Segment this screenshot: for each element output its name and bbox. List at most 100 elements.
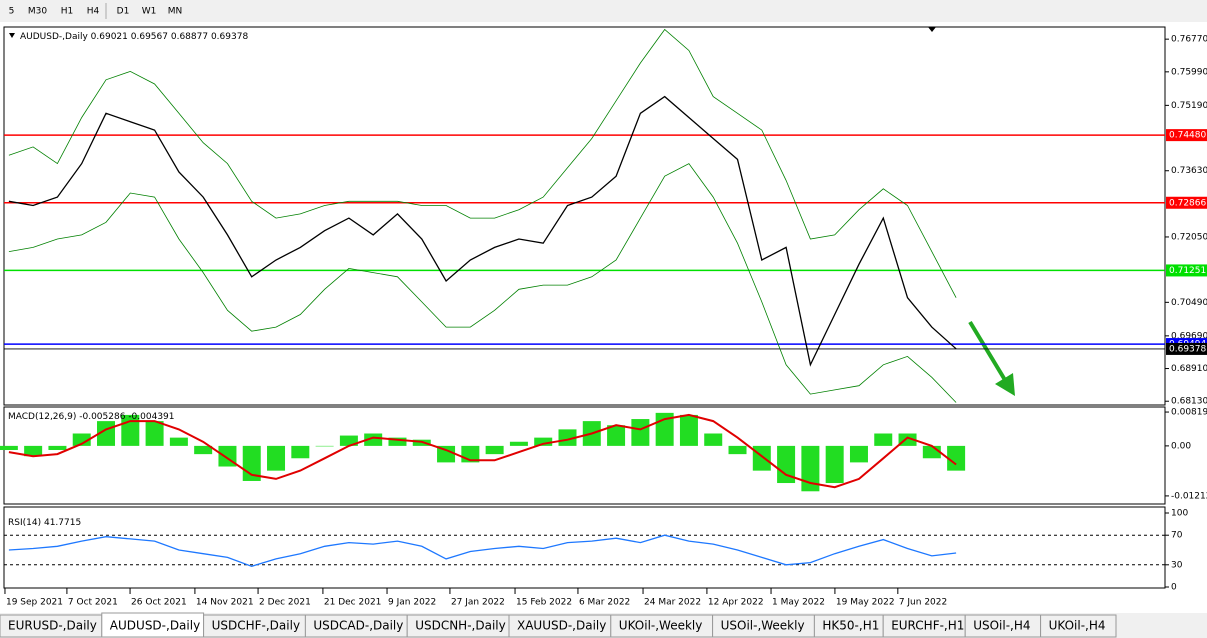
timeframe-button[interactable]: M30 bbox=[28, 7, 47, 17]
x-tick-label: 14 Nov 2021 bbox=[196, 598, 254, 608]
shift-marker bbox=[928, 27, 936, 32]
x-tick-label: 19 Sep 2021 bbox=[6, 598, 63, 608]
x-tick-label: 7 Jun 2022 bbox=[899, 598, 947, 608]
y-tick-label: 0.75190 bbox=[1171, 101, 1207, 111]
y-tick-label: 0.68130 bbox=[1171, 397, 1207, 407]
level-label-box bbox=[1166, 196, 1207, 209]
histogram-bar bbox=[631, 419, 650, 446]
histogram-bar bbox=[24, 445, 43, 457]
histogram-bar bbox=[874, 433, 893, 446]
arrow-head bbox=[995, 373, 1015, 396]
tab-label[interactable]: XAUUSD-,Daily bbox=[517, 619, 606, 633]
level-label: 0.71251 bbox=[1169, 266, 1206, 276]
reading: -0.004391 bbox=[128, 412, 174, 422]
arrow-annotation bbox=[968, 320, 1007, 382]
histogram-bar bbox=[922, 445, 941, 459]
timeframe-button[interactable]: D1 bbox=[117, 7, 130, 17]
timeframe-button[interactable]: W1 bbox=[142, 7, 157, 17]
y-tick-label: 100 bbox=[1171, 509, 1188, 519]
histogram-bar bbox=[315, 445, 334, 447]
x-tick-label: 24 Mar 2022 bbox=[644, 598, 701, 608]
series-line bbox=[8, 413, 957, 489]
indicator-name: AUDUSD-,Daily bbox=[20, 32, 88, 42]
tab[interactable] bbox=[101, 612, 205, 638]
level-label: 0.72866 bbox=[1169, 198, 1206, 208]
last-price-box bbox=[1166, 342, 1207, 355]
histogram-bar bbox=[364, 433, 383, 446]
level-label: 0.74480 bbox=[1169, 131, 1206, 141]
histogram-bar bbox=[679, 414, 698, 446]
histogram-bar bbox=[898, 433, 917, 446]
tab-label[interactable]: HK50-,H1 bbox=[822, 619, 879, 633]
y-tick-label: 0.69690 bbox=[1171, 331, 1207, 341]
timeframe-button[interactable]: H1 bbox=[61, 7, 74, 17]
histogram-bar bbox=[72, 433, 91, 446]
x-tick-label: 9 Jan 2022 bbox=[388, 598, 436, 608]
last-price-label: 0.69378 bbox=[1169, 344, 1206, 354]
panel-header: RSI(14) 41.7715 bbox=[8, 518, 81, 528]
histogram-bar bbox=[752, 445, 771, 471]
tab-label[interactable]: EURUSD-,Daily bbox=[8, 619, 97, 633]
reading: 0.69567 bbox=[131, 32, 168, 42]
timeframe-button[interactable]: MN bbox=[168, 7, 183, 17]
macd-panel bbox=[3, 406, 1166, 505]
x-tick-label: 19 May 2022 bbox=[836, 598, 895, 608]
timeframe-button[interactable]: H4 bbox=[87, 7, 100, 17]
histogram-bar bbox=[388, 437, 407, 446]
histogram-bar bbox=[825, 445, 844, 484]
x-tick-label: 26 Oct 2021 bbox=[131, 598, 187, 608]
histogram-bar bbox=[0, 445, 18, 451]
series-line bbox=[8, 163, 957, 403]
y-tick-label: 0.75990 bbox=[1171, 67, 1207, 77]
y-tick-label: 0 bbox=[1171, 583, 1177, 593]
collapse-icon bbox=[9, 33, 15, 38]
reading: 41.7715 bbox=[44, 518, 81, 528]
histogram-bar bbox=[194, 445, 213, 455]
y-tick-label: 0.70490 bbox=[1171, 298, 1207, 308]
histogram-bar bbox=[947, 445, 966, 471]
timeframe-button[interactable]: 5 bbox=[9, 7, 15, 17]
tab-label[interactable]: EURCHF-,H1 bbox=[891, 619, 964, 633]
x-tick-label: 6 Mar 2022 bbox=[579, 598, 630, 608]
x-tick-label: 7 Oct 2021 bbox=[68, 598, 118, 608]
histogram-bar bbox=[485, 445, 504, 455]
histogram-bar bbox=[801, 445, 820, 492]
tab-label[interactable]: USDCAD-,Daily bbox=[313, 619, 403, 633]
tab-label[interactable]: USOil-,Weekly bbox=[721, 619, 805, 633]
y-tick-label: -0.01212 bbox=[1171, 491, 1207, 501]
reading: 0.69378 bbox=[211, 32, 248, 42]
histogram-bar bbox=[48, 445, 67, 451]
series-line bbox=[8, 28, 957, 298]
x-tick-label: 12 Apr 2022 bbox=[708, 598, 764, 608]
x-tick-label: 27 Jan 2022 bbox=[451, 598, 505, 608]
reading: 0.68877 bbox=[171, 32, 208, 42]
level-label-box bbox=[1166, 129, 1207, 142]
panel-header: AUDUSD-,Daily 0.69021 0.69567 0.68877 0.… bbox=[20, 32, 248, 42]
tab-label[interactable]: USOil-,H4 bbox=[973, 619, 1030, 633]
tab-label[interactable]: USDCHF-,Daily bbox=[212, 619, 300, 633]
level-label-box bbox=[1166, 264, 1207, 277]
indicator-name: MACD(12,26,9) bbox=[8, 412, 76, 422]
tab[interactable] bbox=[1040, 614, 1117, 638]
y-tick-label: 0.00 bbox=[1171, 441, 1191, 451]
tab-label[interactable]: UKOil-,H4 bbox=[1049, 619, 1106, 633]
tab-label[interactable]: AUDUSD-,Daily bbox=[110, 619, 200, 633]
tab-label[interactable]: USDCNH-,Daily bbox=[415, 619, 506, 633]
price-panel bbox=[3, 26, 1166, 406]
reading: 0.69021 bbox=[91, 32, 128, 42]
series-line bbox=[8, 534, 957, 567]
y-tick-label: 0.72050 bbox=[1171, 232, 1207, 242]
toolbar bbox=[0, 0, 1207, 22]
histogram-bar bbox=[509, 441, 528, 446]
histogram-bar bbox=[169, 437, 188, 446]
y-tick-label: 0.76770 bbox=[1171, 35, 1207, 45]
y-tick-label: 70 bbox=[1171, 531, 1183, 541]
histogram-bar bbox=[607, 425, 626, 446]
histogram-bar bbox=[267, 445, 286, 471]
y-tick-label: 0.73630 bbox=[1171, 166, 1207, 176]
histogram-bar bbox=[291, 445, 310, 459]
y-tick-label: 0.68910 bbox=[1171, 364, 1207, 374]
x-tick-label: 21 Dec 2021 bbox=[324, 598, 382, 608]
tab-label[interactable]: UKOil-,Weekly bbox=[619, 619, 703, 633]
